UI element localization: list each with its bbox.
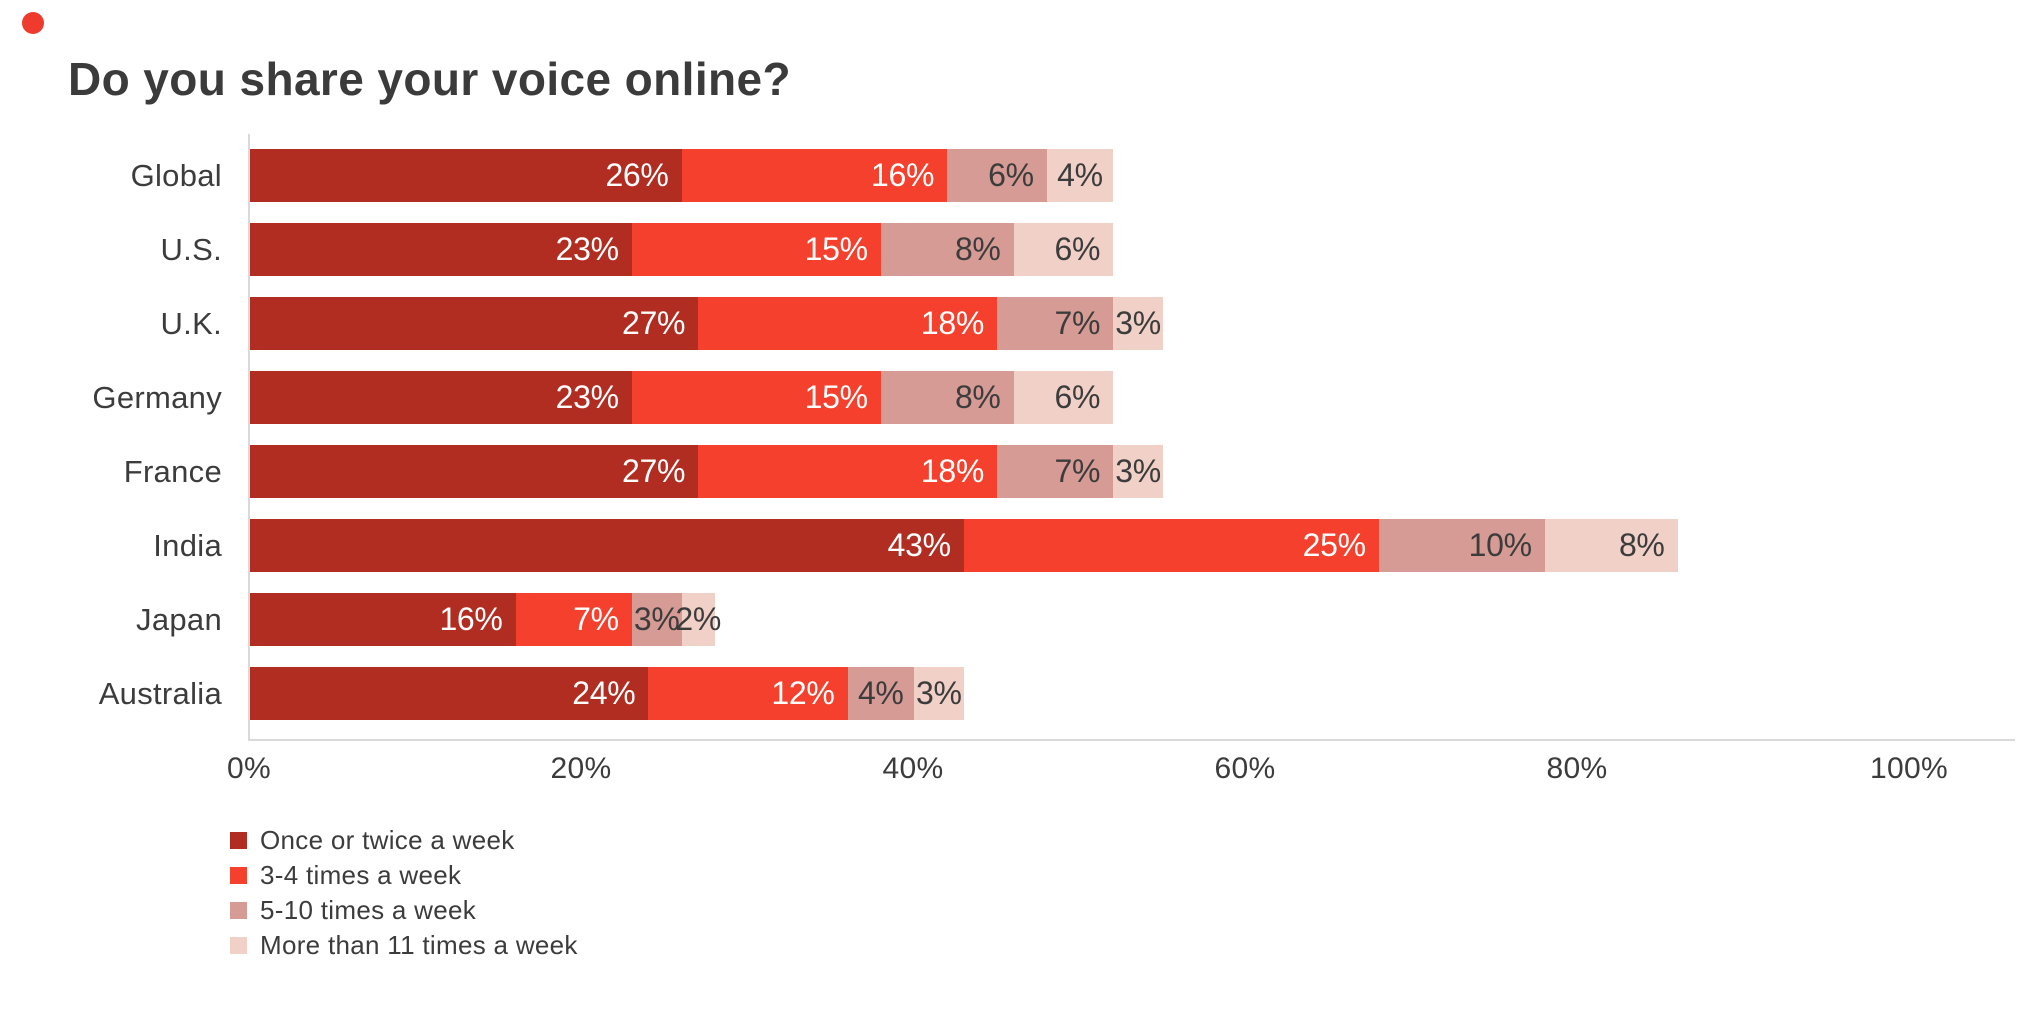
legend-label: 5-10 times a week: [260, 895, 477, 925]
bar-segment: 8%: [1544, 519, 1678, 572]
bar-row: 23% 15% 8% 6%: [250, 371, 1114, 424]
category-label-india: India: [153, 527, 222, 563]
bar-segment: 27%: [250, 445, 699, 498]
x-tick-label: 100%: [1870, 752, 1948, 785]
legend-swatch-icon: [230, 867, 247, 884]
bar-segment: 23%: [250, 371, 632, 424]
bar-segment: 18%: [698, 445, 997, 498]
y-axis-line: [248, 134, 250, 741]
x-tick-label: 60%: [1214, 752, 1276, 785]
bar-row: 27% 18% 7% 3%: [250, 445, 1163, 498]
bar-segment: 18%: [698, 297, 997, 350]
bar-row: 43% 25% 10% 8%: [250, 519, 1678, 572]
legend-swatch-icon: [230, 937, 247, 954]
bar-segment: 4%: [1046, 149, 1114, 202]
bar-row: 26% 16% 6% 4%: [250, 149, 1114, 202]
bar-segment: 3%: [1113, 297, 1163, 350]
bar-segment: 8%: [880, 223, 1014, 276]
legend-item: More than 11 times a week: [230, 928, 578, 963]
bar-segment: 25%: [963, 519, 1379, 572]
category-label-u-k-: U.K.: [160, 305, 222, 341]
bar-segment: 7%: [996, 445, 1114, 498]
bar-segment: 2%: [675, 593, 721, 646]
x-axis-line: [249, 739, 2015, 741]
category-label-france: France: [123, 453, 222, 489]
bar-segment: 6%: [1013, 223, 1114, 276]
bar-row: 23% 15% 8% 6%: [250, 223, 1114, 276]
legend-label: More than 11 times a week: [260, 930, 578, 960]
recording-dot: [22, 12, 44, 34]
bar-segment: 16%: [681, 149, 948, 202]
legend-swatch-icon: [230, 832, 247, 849]
bar-segment: 8%: [880, 371, 1014, 424]
bar-segment: 16%: [250, 593, 516, 646]
bar-segment: 15%: [631, 223, 881, 276]
x-tick-label: 80%: [1546, 752, 1608, 785]
bar-segment: 3%: [1113, 445, 1163, 498]
bar-row: 27% 18% 7% 3%: [250, 297, 1163, 350]
bar-segment: 6%: [1013, 371, 1114, 424]
category-label-australia: Australia: [98, 675, 222, 711]
legend-item: Once or twice a week: [230, 823, 578, 858]
legend: Once or twice a week 3-4 times a week 5-10…: [230, 823, 578, 963]
bar-row: 16% 7% 3% 2%: [250, 593, 721, 646]
category-label-japan: Japan: [136, 601, 222, 637]
x-tick-label: 40%: [882, 752, 944, 785]
bar-segment: 7%: [996, 297, 1114, 350]
bar-segment: 12%: [648, 667, 848, 720]
bar-segment: 3%: [631, 593, 682, 646]
legend-item: 3-4 times a week: [230, 858, 578, 893]
category-label-germany: Germany: [92, 379, 222, 415]
x-tick-label: 0%: [227, 752, 271, 785]
x-tick-label: 20%: [550, 752, 612, 785]
bar-segment: 3%: [913, 667, 964, 720]
chart-title: Do you share your voice online?: [68, 53, 791, 105]
legend-label: Once or twice a week: [260, 825, 515, 855]
bar-segment: 27%: [250, 297, 699, 350]
bar-segment: 7%: [515, 593, 632, 646]
bar-segment: 4%: [847, 667, 914, 720]
bar-segment: 10%: [1378, 519, 1545, 572]
legend-item: 5-10 times a week: [230, 893, 578, 928]
category-label-global: Global: [130, 157, 222, 193]
bar-segment: 24%: [250, 667, 649, 720]
legend-swatch-icon: [230, 902, 247, 919]
bar-segment: 23%: [250, 223, 632, 276]
legend-label: 3-4 times a week: [260, 860, 462, 890]
bar-segment: 15%: [631, 371, 881, 424]
bar-segment: 43%: [250, 519, 964, 572]
category-label-u-s-: U.S.: [160, 231, 222, 267]
bar-segment: 6%: [947, 149, 1047, 202]
bar-row: 24% 12% 4% 3%: [250, 667, 964, 720]
bar-segment: 26%: [250, 149, 682, 202]
